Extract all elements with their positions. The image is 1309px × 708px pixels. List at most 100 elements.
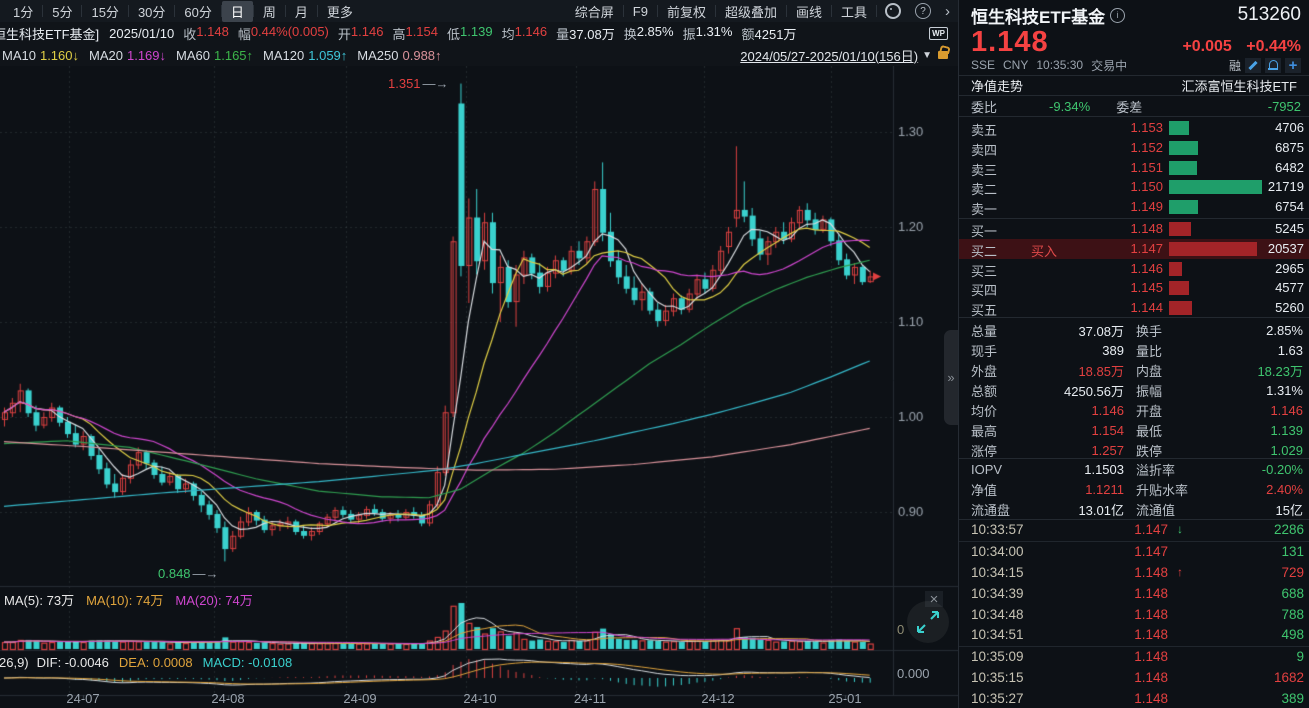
fund-full-name[interactable]: 汇添富恒生科技ETF	[1181, 79, 1297, 94]
close-indicator-icon[interactable]: ×	[925, 591, 943, 608]
timeframe-更多[interactable]: 更多	[326, 4, 353, 20]
bid-volume: 5260	[1275, 300, 1304, 316]
volume-ma-label: MA(20): 74万	[175, 593, 253, 608]
ma-value: 0.988↑	[402, 47, 442, 63]
divider	[252, 5, 254, 17]
ma-legend-MA60: MA60 1.165↑	[176, 48, 253, 63]
volume-ma-label: MA(5): 73万	[4, 593, 75, 608]
edit-icon[interactable]	[1245, 57, 1261, 73]
stats-grid: 总量 37.08万 换手 2.85% 现手 389 量比 1.63 外盘 18.85万 内盘 18.2…	[959, 317, 1309, 460]
stat-value: 1.257	[1091, 442, 1124, 458]
timeframe-5分[interactable]: 5分	[52, 4, 73, 20]
margin-tag: 融	[1228, 58, 1241, 73]
currency: CNY	[1003, 58, 1029, 72]
high-annotation: 1.351 —→	[388, 76, 449, 91]
timeframe-周[interactable]: 周	[262, 4, 276, 20]
timeframe-月[interactable]: 月	[294, 4, 308, 20]
add-watchlist-icon[interactable]: +	[1285, 57, 1301, 74]
quote-panel: 恒生科技ETF基金 i 513260 1.148 +0.005 +0.44% S…	[958, 0, 1309, 708]
field-value: 1.31%	[695, 23, 733, 39]
bid-row[interactable]: 买四 1.145 4577	[959, 278, 1309, 298]
stat-label: 流通值	[1136, 502, 1176, 518]
tool-1[interactable]: F9	[632, 3, 648, 19]
tool-2[interactable]: 前复权	[666, 4, 706, 20]
tool-0[interactable]: 综合屏	[574, 4, 614, 20]
tool-3[interactable]: 超级叠加	[724, 4, 777, 20]
info-icon[interactable]: i	[1110, 7, 1126, 23]
ask-price[interactable]: 1.150	[1130, 179, 1163, 195]
timeframe-15分[interactable]: 15分	[91, 4, 119, 20]
ma-label: MA120	[263, 47, 305, 63]
stats-row: 最高 1.154 最低 1.139	[959, 420, 1309, 440]
panel-collapse-tab[interactable]: »	[944, 330, 958, 425]
stat-value: 13.01亿	[1078, 502, 1124, 518]
x-axis-label: 24-09	[343, 691, 377, 706]
gear-icon[interactable]	[885, 3, 901, 19]
dropdown-triangle-icon[interactable]: ▼	[922, 49, 932, 61]
bid-label: 买二	[971, 243, 998, 259]
timeframe-30分[interactable]: 30分	[137, 4, 166, 20]
ma-legend-row: MA10 1.160↓ MA20 1.169↓ MA60 1.165↑ MA120 1.059…	[0, 44, 958, 66]
iopv-grid: IOPV 1.1503 溢折率 -0.20% 净值 1.1211 升贴水率 2.40% 流通盘 1…	[959, 458, 1309, 519]
tick-time: 10:34:48	[971, 606, 1024, 622]
bid-label: 买一	[971, 224, 998, 239]
bid-price[interactable]: 1.148	[1130, 221, 1163, 236]
bid-row[interactable]: 买二 买入 1.147 20537	[959, 238, 1309, 259]
tick-price: 1.147	[1134, 522, 1168, 537]
chevron-right-icon[interactable]: ›	[945, 2, 950, 20]
bid-price[interactable]: 1.147	[1130, 240, 1163, 256]
candlestick-chart[interactable]	[0, 66, 958, 708]
lock-icon[interactable]	[938, 51, 948, 59]
tool-5[interactable]: 工具	[840, 4, 867, 20]
field-value: 1.139	[460, 23, 493, 39]
field-label: 低	[447, 26, 461, 42]
timeframe-60分[interactable]: 60分	[184, 4, 212, 20]
tick-volume: 131	[1281, 543, 1304, 559]
macd-zero-label: 0.000	[897, 666, 930, 681]
tick-row: 10:34:00 1.147 131	[959, 542, 1309, 563]
bid-levels: 买一 1.148 5245 买二 买入 1.147 20537 买三 1.146 2965 买四 1.…	[959, 218, 1309, 318]
timeframe-1分[interactable]: 1分	[13, 4, 34, 20]
quote-fields: 收 1.148 幅 0.44%(0.005) 开 1.146 高 1.154 低 1.139 均 1.…	[174, 24, 796, 43]
ask-price[interactable]: 1.151	[1130, 159, 1163, 175]
alert-bell-icon[interactable]	[1265, 57, 1281, 73]
bid-row[interactable]: 买三 1.146 2965	[959, 259, 1309, 279]
wp-badge[interactable]: WP	[929, 26, 948, 40]
bid-price[interactable]: 1.146	[1130, 260, 1163, 276]
ask-row[interactable]: 卖四 1.152 6875	[959, 138, 1309, 158]
ask-price[interactable]: 1.152	[1130, 139, 1163, 155]
date-range-selector[interactable]: 2024/05/27-2025/01/10(156日)	[740, 48, 919, 64]
ask-price[interactable]: 1.149	[1130, 199, 1163, 215]
volume-ma-label: MA(10): 74万	[86, 593, 164, 608]
bid-volume: 5245	[1275, 221, 1304, 236]
bid-row[interactable]: 买一 1.148 5245	[959, 219, 1309, 239]
volume-ma-labels: MA(5): 73万 MA(10): 74万 MA(20): 74万	[4, 590, 265, 609]
ma-legend-MA20: MA20 1.169↓	[89, 48, 166, 63]
help-icon[interactable]: ?	[915, 3, 931, 19]
tick-list[interactable]: 10:33:57 1.147 ↓ 2286 10:34:00 1.147 131 10:34:…	[959, 519, 1309, 708]
ask-row[interactable]: 卖三 1.151 6482	[959, 158, 1309, 178]
bid-label: 买四	[971, 283, 998, 299]
bid-volume: 4577	[1275, 280, 1304, 296]
ask-row[interactable]: 卖一 1.149 6754	[959, 197, 1309, 217]
bid-price[interactable]: 1.145	[1130, 280, 1163, 296]
bid-price[interactable]: 1.144	[1130, 300, 1163, 316]
field-value: 1.148	[196, 23, 229, 39]
stat-value: 389	[1102, 342, 1124, 358]
tool-4[interactable]: 画线	[795, 4, 822, 20]
tick-price: 1.148	[1134, 585, 1168, 601]
stats-row: 涨停 1.257 跌停 1.029	[959, 440, 1309, 460]
ask-row[interactable]: 卖五 1.153 4706	[959, 118, 1309, 138]
tab-nav-trend[interactable]: 净值走势	[971, 79, 1024, 94]
stats-row: 现手 389 量比 1.63	[959, 340, 1309, 360]
bid-row[interactable]: 买五 1.144 5260	[959, 298, 1309, 318]
ask-price[interactable]: 1.153	[1130, 120, 1163, 135]
ask-bar	[1169, 121, 1189, 135]
timeframe-日[interactable]: 日	[221, 0, 253, 22]
stat-label: 量比	[1136, 343, 1163, 359]
expand-icon[interactable]	[907, 601, 949, 643]
tick-volume: 9	[1296, 649, 1304, 665]
tick-row: 10:34:48 1.148 788	[959, 605, 1309, 626]
ask-row[interactable]: 卖二 1.150 21719	[959, 177, 1309, 197]
